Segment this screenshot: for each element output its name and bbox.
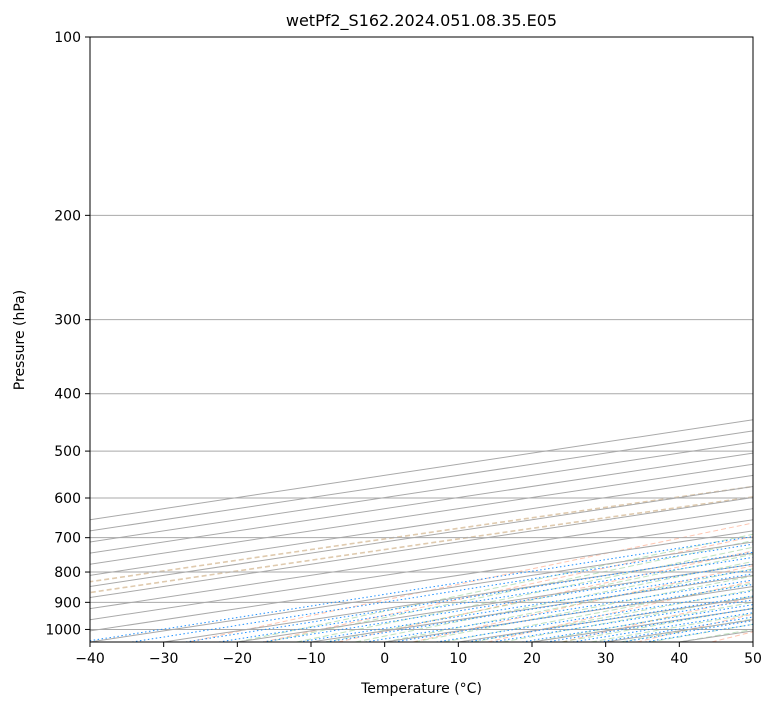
y-axis-label: Pressure (hPa) bbox=[12, 290, 28, 390]
isotherm-line bbox=[90, 441, 753, 543]
x-axis-label: Temperature (°C) bbox=[360, 681, 482, 697]
mixing-ratio-line bbox=[326, 573, 753, 642]
x-tick-label: 0 bbox=[380, 651, 389, 667]
y-tick-label: 500 bbox=[54, 444, 81, 460]
y-tick-label: 1000 bbox=[45, 622, 81, 638]
isotherm-line bbox=[90, 497, 753, 599]
axes: −40 −30 −20 −10 0 10 20 30 40 50 100 200 300 400 500 60… bbox=[45, 30, 762, 667]
y-tick-label: 700 bbox=[54, 531, 81, 547]
x-tick-label: 30 bbox=[597, 651, 615, 667]
moist-adiabat bbox=[414, 575, 753, 642]
isotherm-line bbox=[90, 508, 753, 610]
dry-adiabat bbox=[487, 580, 753, 642]
isotherm-line bbox=[90, 474, 753, 576]
x-tick-label: 10 bbox=[449, 651, 467, 667]
y-tick-label: 400 bbox=[54, 387, 81, 403]
background-grid bbox=[90, 37, 753, 642]
moist-adiabat bbox=[384, 568, 753, 642]
x-tick-label: −10 bbox=[296, 651, 326, 667]
x-tick-label: 20 bbox=[523, 651, 541, 667]
isotherm-line bbox=[90, 463, 753, 565]
y-tick-label: 200 bbox=[54, 208, 81, 224]
mixing-ratio-line bbox=[365, 579, 753, 642]
moist-adiabat bbox=[473, 589, 753, 642]
dry-adiabat bbox=[188, 522, 753, 642]
isotherm-line bbox=[752, 641, 753, 642]
x-tick-label: 40 bbox=[670, 651, 688, 667]
x-tick-label: −40 bbox=[75, 651, 105, 667]
plot-frame bbox=[89, 36, 754, 643]
y-tick-label: 300 bbox=[54, 313, 81, 329]
mixing-ratio-line bbox=[185, 551, 753, 642]
mixing-ratio-line bbox=[299, 569, 753, 642]
y-tick-label: 600 bbox=[54, 491, 81, 507]
isotherm-line bbox=[90, 530, 753, 632]
isotherm-line bbox=[90, 485, 753, 587]
plot-area bbox=[90, 37, 753, 642]
isotherm-line bbox=[90, 452, 753, 554]
y-tick-label: 900 bbox=[54, 595, 81, 611]
x-tick-label: −30 bbox=[149, 651, 179, 667]
isotherm-line bbox=[90, 519, 753, 621]
y-tick-label: 800 bbox=[54, 565, 81, 581]
y-tick-label: 100 bbox=[54, 30, 81, 46]
x-tick-label: −20 bbox=[223, 651, 253, 667]
mixing-ratio-line bbox=[394, 583, 753, 642]
dry-adiabat bbox=[338, 550, 753, 642]
chart-title: wetPf2_S162.2024.051.08.35.E05 bbox=[286, 11, 557, 31]
moist-adiabat bbox=[296, 546, 753, 642]
moist-adiabat bbox=[325, 553, 753, 642]
x-tick-label: 50 bbox=[744, 651, 762, 667]
